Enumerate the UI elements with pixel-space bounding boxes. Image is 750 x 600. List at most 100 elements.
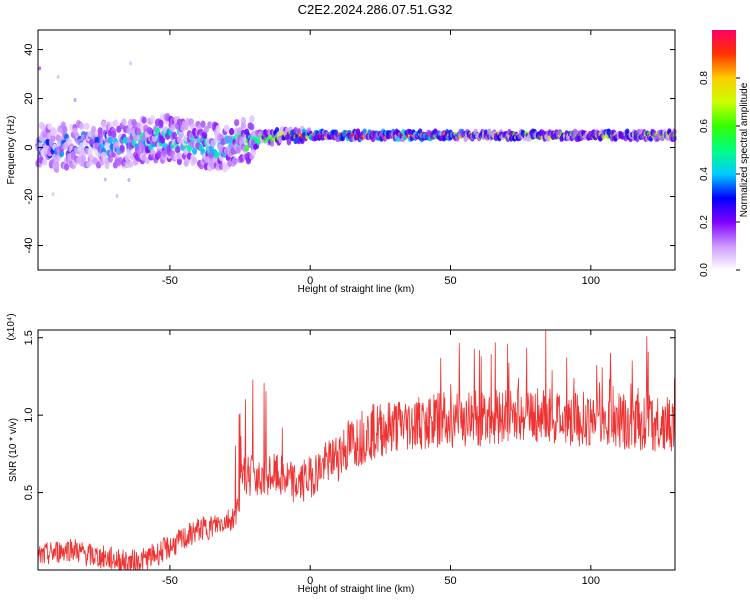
spectrogram-cell <box>176 157 183 166</box>
spectrogram-cell <box>111 130 117 138</box>
spectrogram-panel: -50 0 50 100 -40 -20 0 20 40 Height of straight… <box>6 29 677 295</box>
spectrogram-cell <box>249 123 255 131</box>
spectrogram-y-tick-label: -20 <box>23 189 35 205</box>
spectrogram-cell <box>407 128 413 136</box>
figure-title: C2E2.2024.286.07.51.G32 <box>298 2 453 17</box>
colorbar-tick-label: 0.8 <box>699 71 710 85</box>
snr-x-tick-label: 0 <box>307 575 313 587</box>
spectrogram-cell <box>175 146 181 154</box>
spectrogram-cell <box>107 136 113 144</box>
spectrogram-y-tick-label: -40 <box>23 238 35 254</box>
spectrogram-cell <box>127 177 131 182</box>
spectrogram-cell <box>103 177 107 182</box>
snr-y-multiplier: (x10⁴) <box>6 313 17 340</box>
snr-x-axis-label: Height of straight line (km) <box>298 584 415 595</box>
spectrogram-cell <box>229 127 235 136</box>
colorbar-tick-label: 0.4 <box>699 167 710 181</box>
spectrogram-cell <box>79 122 85 130</box>
snr-y-ticks: 0.5 1.0 1.5 <box>23 330 675 500</box>
spectrogram-cell <box>87 147 93 155</box>
colorbar-bar <box>712 30 736 270</box>
spectrogram-cell <box>112 119 119 127</box>
spectrogram-cell <box>672 135 677 142</box>
colorbar-tick-label: 0.2 <box>699 215 710 229</box>
spectrogram-cell <box>203 125 209 134</box>
snr-x-tick-label: 50 <box>444 575 456 587</box>
snr-y-tick-label: 1.5 <box>23 330 35 345</box>
snr-y-tick-label: 1.0 <box>23 408 35 423</box>
colorbar-ticks: 0.0 0.2 0.4 0.6 0.8 <box>699 71 740 277</box>
spectrogram-cell <box>171 131 177 139</box>
colorbar: 0.0 0.2 0.4 0.6 0.8 Normalized spectral ampl… <box>699 30 750 277</box>
snr-x-tick-label: 100 <box>582 575 600 587</box>
spectrogram-cell <box>191 156 198 165</box>
spectrogram-cell <box>296 128 302 135</box>
spectrogram-cell <box>74 131 80 139</box>
spectrogram-cell <box>286 139 292 146</box>
spectrogram-cell <box>161 149 167 158</box>
spectrogram-cell <box>38 66 42 71</box>
spectrogram-marks <box>35 61 677 198</box>
spectrogram-plot-area <box>38 30 675 270</box>
spectrogram-cell <box>136 128 142 136</box>
spectrogram-x-axis-label: Height of straight line (km) <box>298 284 415 295</box>
spectrogram-x-tick-label: 100 <box>582 275 600 287</box>
spectrogram-cell <box>56 74 60 79</box>
spectrogram-cell <box>293 126 298 134</box>
spectrogram-cell <box>176 152 183 160</box>
spectrogram-cell <box>672 128 677 135</box>
spectrogram-cell <box>235 146 241 154</box>
spectrogram-cell <box>159 136 166 144</box>
spectrogram-cell <box>300 138 305 145</box>
spectrogram-cell <box>64 163 70 171</box>
spectrogram-cell <box>73 97 77 102</box>
spectrogram-cell <box>107 155 113 163</box>
spectrogram-y-axis-label: Frequency (Hz) <box>6 116 17 185</box>
spectrogram-cell <box>128 160 134 168</box>
colorbar-tick-label: 0.6 <box>699 119 710 133</box>
spectrogram-cell <box>47 122 53 131</box>
spectrogram-cell <box>191 147 198 155</box>
spectrogram-cell <box>104 142 110 150</box>
snr-x-tick-label: -50 <box>162 575 178 587</box>
spectrogram-cell <box>223 124 230 132</box>
spectrogram-cell <box>80 154 87 162</box>
spectrogram-y-tick-label: 0 <box>23 144 35 150</box>
spectrogram-cell <box>154 127 161 135</box>
spectrogram-x-tick-label: 0 <box>307 275 313 287</box>
spectrogram-y-tick-label: 40 <box>23 43 35 55</box>
spectrogram-cell <box>141 116 147 124</box>
spectrogram-y-ticks: -40 -20 0 20 40 <box>23 43 675 253</box>
spectrogram-x-tick-label: -50 <box>162 275 178 287</box>
spectrogram-cell <box>52 128 58 136</box>
spectrogram-cell <box>240 122 247 130</box>
spectrogram-cell <box>50 134 56 142</box>
spectrogram-cell <box>158 121 164 129</box>
spectrogram-x-tick-label: 50 <box>444 275 456 287</box>
spectrogram-cell <box>269 140 275 147</box>
spectrogram-cell <box>84 122 90 130</box>
spectrogram-cell <box>279 126 285 133</box>
spectrogram-cell <box>149 115 156 123</box>
spectrogram-cell <box>119 144 125 152</box>
spectrogram-cell <box>90 156 94 161</box>
spectrogram-cell <box>250 148 257 156</box>
spectrogram-x-ticks: -50 0 50 100 <box>162 30 600 287</box>
spectrogram-cell <box>124 154 130 162</box>
spectrogram-cell <box>51 192 55 197</box>
spectrogram-cell <box>202 131 208 139</box>
spectrogram-cell <box>115 193 119 198</box>
spectrogram-cell <box>232 157 238 165</box>
spectrogram-cell <box>200 120 206 128</box>
spectrogram-cell <box>53 161 60 169</box>
spectrogram-cell <box>215 125 221 133</box>
spectrogram-cell <box>40 123 46 131</box>
spectrogram-cell <box>129 61 133 66</box>
spectrogram-cell <box>234 119 240 127</box>
spectrogram-cell <box>240 116 247 125</box>
snr-y-axis-label: SNR (10 * v/v) <box>8 418 19 482</box>
spectrogram-cell <box>42 158 48 166</box>
snr-frame <box>37 329 676 571</box>
snr-series-line <box>37 329 676 571</box>
